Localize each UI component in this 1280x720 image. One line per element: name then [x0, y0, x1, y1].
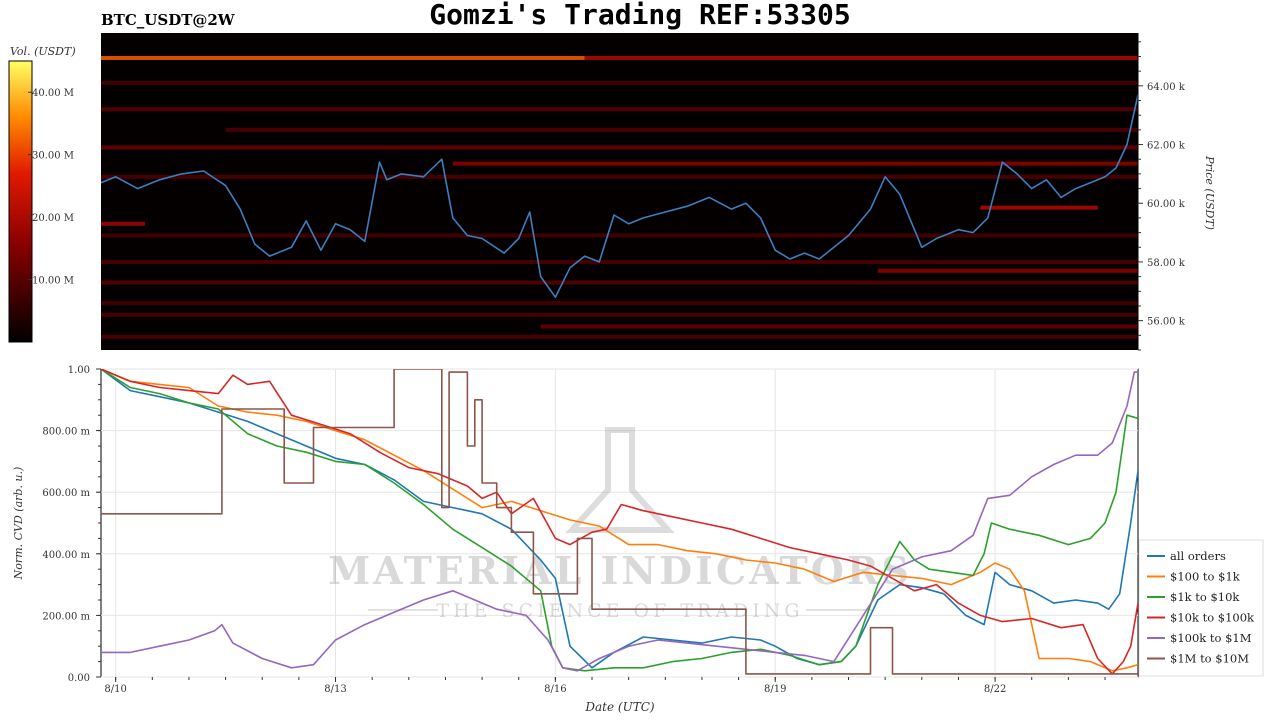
colorbar-ticks: 10.00 M 20.00 M 30.00 M 40.00 M — [28, 88, 74, 287]
cvd-x-axis: 8/10 8/13 8/16 8/19 8/22 — [104, 677, 1106, 695]
liquidity-band — [225, 127, 1138, 132]
colorbar-label: Vol. (USDT) — [10, 45, 76, 58]
series-line-1k-to-10k — [101, 369, 1138, 672]
legend-label: all orders — [1170, 549, 1226, 563]
cvd-y-axis: 0.00 200.00 m 400.00 m 600.00 m 800.00 m 1.00 — [42, 365, 101, 684]
cvd-y-tick-label: 0.00 — [68, 673, 90, 684]
legend-label: $100 to $1k — [1170, 570, 1241, 584]
legend-label: $100k to $1M — [1170, 631, 1252, 645]
liquidity-band — [101, 55, 585, 60]
liquidity-band — [101, 233, 1138, 238]
price-axis-label: Price (USDT) — [1203, 155, 1216, 230]
price-tick-label: 64.00 k — [1147, 82, 1186, 93]
price-tick-label: 62.00 k — [1147, 141, 1186, 152]
legend-items: all orders $100 to $1k $1k to $10k $10k to … — [1147, 549, 1255, 666]
liquidity-band — [101, 280, 1138, 285]
price-line — [101, 94, 1138, 298]
cvd-x-tick-label: 8/16 — [544, 684, 566, 695]
liquidity-band — [452, 161, 1138, 166]
cvd-panel: MATERIAL INDICATORS THE SCIENCE OF TRADI… — [12, 365, 1139, 714]
price-axis: 56.00 k 58.00 k 60.00 k 62.00 k 64.00 k — [1137, 33, 1186, 351]
watermark-tagline: THE SCIENCE OF TRADING — [436, 600, 803, 622]
cvd-grid — [101, 368, 1138, 678]
series-line-10k-to-100k — [101, 369, 1138, 675]
price-line-group — [101, 94, 1138, 298]
legend-label: $10k to $100k — [1170, 611, 1255, 625]
colorbar-tick-label: 10.00 M — [32, 276, 74, 287]
liquidity-band — [584, 55, 1138, 60]
heatmap-background — [101, 33, 1138, 350]
liquidity-band — [101, 145, 1138, 150]
heatmap-panel: 56.00 k 58.00 k 60.00 k 62.00 k 64.00 k Pric… — [101, 33, 1216, 351]
liquidity-band — [877, 268, 1138, 273]
cvd-x-tick-label: 8/19 — [764, 684, 786, 695]
liquidity-band — [540, 324, 1138, 329]
cvd-plot-area — [100, 368, 1139, 678]
cvd-x-tick-label: 8/13 — [324, 684, 346, 695]
legend: all orders $100 to $1k $1k to $10k $10k to … — [1138, 539, 1264, 677]
colorbar-tick-label: 30.00 M — [32, 151, 74, 162]
liquidity-bands — [101, 55, 1138, 339]
liquidity-band — [101, 312, 1138, 317]
series-line-100k-to-1m — [101, 371, 1138, 672]
liquidity-band — [101, 301, 1138, 306]
watermark-flask-icon — [565, 427, 675, 533]
cvd-x-axis-label: Date (UTC) — [584, 700, 654, 714]
liquidity-band — [980, 205, 1098, 210]
colorbar: Vol. (USDT) 10.00 M 20.00 M 30.00 M 40.00 M — [8, 45, 76, 343]
cvd-y-tick-label: 200.00 m — [42, 611, 90, 622]
cvd-y-tick-label: 1.00 — [68, 365, 90, 376]
main-title: Gomzi's Trading REF:53305 — [429, 0, 851, 31]
cvd-y-axis-label: Norm. CVD (arb. u.) — [12, 467, 25, 581]
series-line-1m-to-10m — [101, 369, 1138, 675]
cvd-series-lines — [101, 369, 1138, 675]
series-line-100-to-1k — [101, 369, 1138, 672]
liquidity-band — [101, 80, 1138, 85]
legend-box — [1138, 539, 1264, 677]
colorbar-gradient — [8, 60, 33, 343]
price-tick-label: 60.00 k — [1147, 199, 1186, 210]
liquidity-band — [101, 107, 1138, 112]
watermark-name: MATERIAL INDICATORS — [328, 548, 912, 593]
colorbar-tick-label: 20.00 M — [32, 213, 74, 224]
cvd-y-tick-label: 800.00 m — [42, 427, 90, 438]
liquidity-band — [101, 221, 145, 226]
legend-label: $1M to $10M — [1170, 652, 1249, 666]
price-tick-label: 58.00 k — [1147, 258, 1186, 269]
series-line-all-orders — [101, 369, 1138, 669]
liquidity-band — [101, 174, 1138, 179]
cvd-x-tick-label: 8/10 — [104, 684, 126, 695]
cvd-y-tick-label: 600.00 m — [42, 488, 90, 499]
liquidity-band — [101, 334, 1138, 339]
cvd-x-tick-label: 8/22 — [984, 684, 1006, 695]
pair-label: BTC_USDT@2W — [101, 11, 235, 29]
liquidity-band — [101, 259, 1138, 264]
cvd-y-tick-label: 400.00 m — [42, 550, 90, 561]
legend-label: $1k to $10k — [1170, 590, 1240, 604]
colorbar-tick-label: 40.00 M — [32, 88, 74, 99]
price-tick-label: 56.00 k — [1147, 317, 1186, 328]
